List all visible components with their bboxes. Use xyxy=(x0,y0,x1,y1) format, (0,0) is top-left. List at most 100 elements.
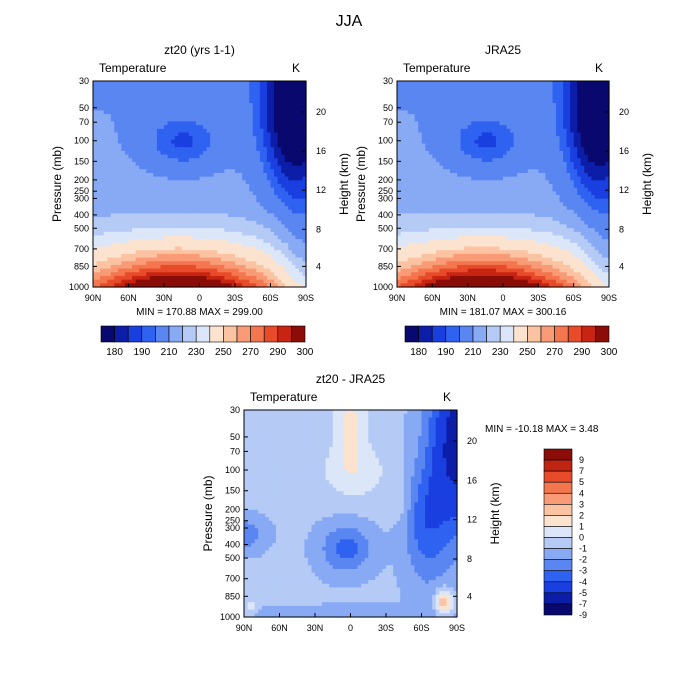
field-cell xyxy=(117,165,122,170)
field-cell xyxy=(478,139,483,145)
field-cell xyxy=(274,147,279,152)
field-cell xyxy=(263,103,268,108)
field-cell xyxy=(93,187,98,192)
field-cell xyxy=(156,110,162,115)
field-cell xyxy=(227,198,233,203)
field-cell xyxy=(195,147,201,152)
field-cell xyxy=(270,235,275,240)
field-cell xyxy=(132,150,137,156)
field-cell xyxy=(548,125,554,130)
field-cell xyxy=(573,154,578,159)
field-cell xyxy=(153,206,158,211)
field-cell xyxy=(103,161,108,167)
field-cell xyxy=(149,253,154,259)
field-cell xyxy=(117,217,122,222)
field-cell xyxy=(397,158,402,163)
field-cell xyxy=(563,106,568,112)
field-cell xyxy=(506,136,511,141)
field-cell xyxy=(584,125,589,130)
field-cell xyxy=(425,172,430,178)
field-cell xyxy=(559,114,564,119)
field-cell xyxy=(488,128,493,134)
field-cell xyxy=(274,272,279,277)
field-cell xyxy=(446,121,451,126)
field-cell xyxy=(231,228,236,233)
field-cell xyxy=(601,88,607,93)
field-cell xyxy=(249,246,254,251)
field-cell xyxy=(171,272,176,277)
field-cell xyxy=(235,242,240,248)
field-cell xyxy=(107,106,112,112)
field-cell xyxy=(242,279,247,284)
field-cell xyxy=(288,217,293,222)
field-cell xyxy=(510,136,515,141)
field-cell xyxy=(242,253,247,259)
field-cell xyxy=(217,268,222,273)
field-cell xyxy=(235,184,240,189)
field-cell xyxy=(270,172,275,178)
field-cell xyxy=(146,279,151,284)
field-cell xyxy=(107,92,112,97)
field-cell xyxy=(206,147,211,152)
field-cell xyxy=(249,114,254,119)
field-cell xyxy=(135,147,140,152)
field-cell xyxy=(153,220,158,226)
field-cell xyxy=(580,136,585,141)
field-cell xyxy=(288,224,293,229)
field-cell xyxy=(270,114,275,119)
field-cell xyxy=(199,250,204,255)
field-cell xyxy=(188,176,193,181)
field-cell xyxy=(517,99,522,104)
field-cell xyxy=(284,202,289,207)
field-cell xyxy=(146,125,151,130)
field-cell xyxy=(227,84,233,89)
field-cell xyxy=(270,220,275,226)
field-cell xyxy=(181,202,186,207)
field-cell xyxy=(146,88,151,93)
field-cell xyxy=(174,217,179,222)
field-cell xyxy=(206,81,211,86)
field-cell xyxy=(160,110,165,115)
field-cell xyxy=(513,117,518,123)
field-cell xyxy=(510,128,515,134)
field-cell xyxy=(135,136,140,141)
field-cell xyxy=(96,187,101,192)
field-cell xyxy=(181,250,186,255)
field-cell xyxy=(453,172,458,178)
field-cell xyxy=(291,147,296,152)
field-cell xyxy=(559,161,564,167)
field-cell xyxy=(199,202,204,207)
field-cell xyxy=(263,272,268,277)
field-cell xyxy=(238,114,243,119)
field-cell xyxy=(178,169,183,174)
field-cell xyxy=(577,161,582,167)
field-cell xyxy=(171,239,176,244)
field-cell xyxy=(128,125,133,130)
field-cell xyxy=(538,117,543,123)
field-cell xyxy=(513,154,518,159)
field-cell xyxy=(534,132,539,137)
field-cell xyxy=(563,84,568,89)
field-cell xyxy=(124,136,130,141)
field-cell xyxy=(584,110,589,115)
field-cell xyxy=(185,117,190,123)
field-cell xyxy=(277,165,282,170)
field-cell xyxy=(128,128,133,134)
colorbar-swatch xyxy=(114,325,129,343)
field-cell xyxy=(107,231,112,237)
field-cell xyxy=(188,246,193,251)
field-cell xyxy=(464,114,469,119)
field-cell xyxy=(295,187,300,192)
field-cell xyxy=(135,154,140,159)
field-cell xyxy=(520,92,525,97)
field-cell xyxy=(256,198,261,203)
field-cell xyxy=(181,95,186,100)
field-cell xyxy=(210,191,215,196)
field-cell xyxy=(96,235,101,240)
field-cell xyxy=(506,158,511,163)
field-cell xyxy=(478,143,483,148)
field-cell xyxy=(252,154,257,159)
field-cell xyxy=(302,180,307,185)
field-cell xyxy=(442,121,448,126)
field-cell xyxy=(203,99,208,104)
